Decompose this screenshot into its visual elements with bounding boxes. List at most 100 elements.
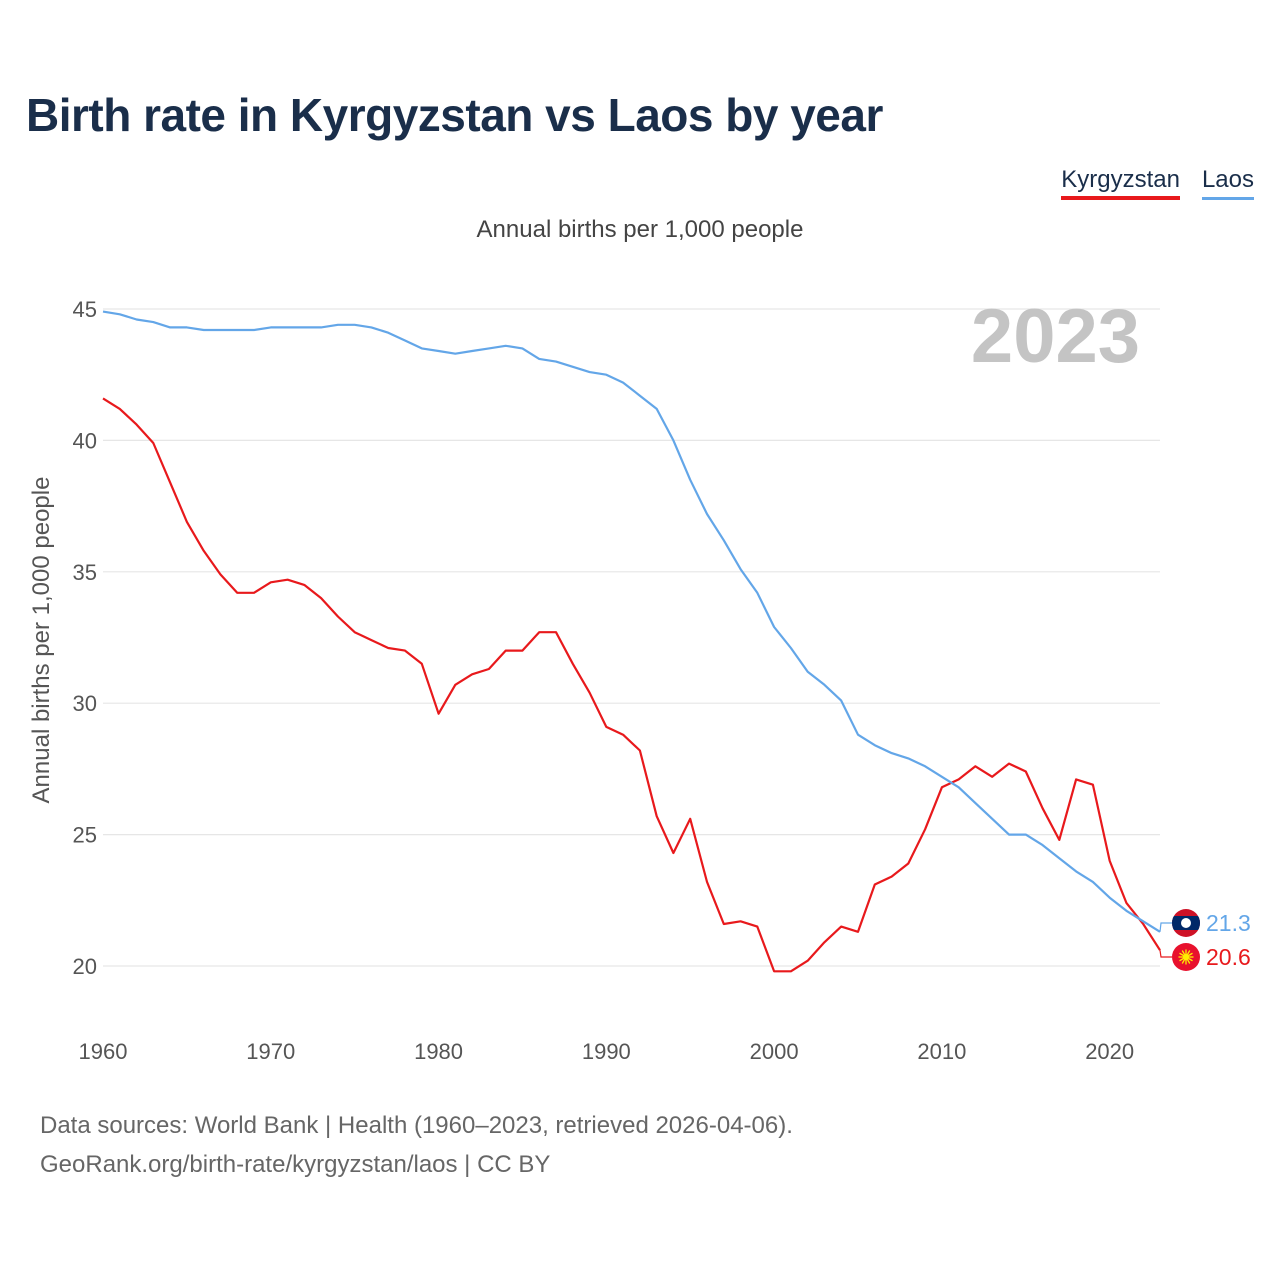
data-point-laos-2015 xyxy=(1023,832,1028,837)
data-point-laos-1980 xyxy=(436,349,441,354)
data-point-laos-1971 xyxy=(285,325,290,330)
data-point-kyrgyzstan-1983 xyxy=(486,667,491,672)
data-point-kyrgyzstan-2002 xyxy=(805,958,810,963)
data-point-kyrgyzstan-1998 xyxy=(738,919,743,924)
data-point-laos-1964 xyxy=(168,325,173,330)
kyrgyzstan-flag-ray xyxy=(1179,952,1184,957)
data-point-laos-1965 xyxy=(184,325,189,330)
data-point-laos-1978 xyxy=(403,338,408,343)
end-connector-kyrgyzstan xyxy=(1159,950,1172,958)
data-point-laos-2007 xyxy=(889,751,894,756)
series-line-kyrgyzstan xyxy=(102,397,1161,973)
data-point-laos-2004 xyxy=(839,698,844,703)
data-point-laos-2009 xyxy=(923,764,928,769)
laos-flag-disc xyxy=(1181,918,1191,928)
data-point-laos-2001 xyxy=(788,646,793,651)
data-point-kyrgyzstan-1986 xyxy=(537,630,542,635)
legend-item-kyrgyzstan[interactable]: Kyrgyzstan xyxy=(1061,166,1180,200)
data-point-laos-1976 xyxy=(369,325,374,330)
kyrgyzstan-flag-icon xyxy=(1172,943,1200,971)
source-line-2[interactable]: GeoRank.org/birth-rate/kyrgyzstan/laos |… xyxy=(40,1151,551,1178)
data-point-kyrgyzstan-1993 xyxy=(654,814,659,819)
data-point-laos-2008 xyxy=(906,756,911,761)
data-point-laos-2017 xyxy=(1057,856,1062,861)
data-point-kyrgyzstan-2011 xyxy=(956,777,961,782)
data-point-laos-2014 xyxy=(1007,832,1012,837)
data-point-laos-1967 xyxy=(218,328,223,333)
data-point-kyrgyzstan-1980 xyxy=(436,711,441,716)
data-point-kyrgyzstan-1981 xyxy=(453,682,458,687)
data-point-kyrgyzstan-2010 xyxy=(939,785,944,790)
data-point-laos-2000 xyxy=(772,624,777,629)
data-point-kyrgyzstan-2005 xyxy=(856,929,861,934)
data-point-laos-1998 xyxy=(738,567,743,572)
data-point-kyrgyzstan-2012 xyxy=(973,764,978,769)
y-tick-label-35: 35 xyxy=(73,560,97,585)
data-point-laos-1982 xyxy=(470,349,475,354)
data-point-laos-2022 xyxy=(1141,919,1146,924)
data-point-laos-1997 xyxy=(721,538,726,543)
data-point-kyrgyzstan-1965 xyxy=(184,519,189,524)
data-point-kyrgyzstan-1982 xyxy=(470,672,475,677)
data-point-kyrgyzstan-1996 xyxy=(705,879,710,884)
data-point-laos-1966 xyxy=(201,328,206,333)
data-point-kyrgyzstan-2020 xyxy=(1107,858,1112,863)
kyrgyzstan-flag-ray xyxy=(1188,952,1193,957)
data-point-kyrgyzstan-1960 xyxy=(101,396,106,401)
data-point-laos-2011 xyxy=(956,785,961,790)
gridlines xyxy=(103,308,1160,967)
data-point-laos-1975 xyxy=(352,322,357,327)
y-tick-label-30: 30 xyxy=(73,691,97,716)
data-point-laos-1985 xyxy=(520,346,525,351)
x-tick-label-2000: 2000 xyxy=(750,1039,799,1064)
legend-item-laos[interactable]: Laos xyxy=(1201,166,1254,200)
data-point-kyrgyzstan-1992 xyxy=(637,748,642,753)
data-point-kyrgyzstan-1972 xyxy=(302,582,307,587)
data-point-kyrgyzstan-2014 xyxy=(1007,761,1012,766)
data-point-laos-1993 xyxy=(654,406,659,411)
kyrgyzstan-flag-sun xyxy=(1182,953,1190,961)
data-point-kyrgyzstan-2000 xyxy=(772,969,777,974)
x-tick-label-1980: 1980 xyxy=(414,1039,463,1064)
data-point-laos-1992 xyxy=(637,393,642,398)
series-end-markers: 20.6 21.3 xyxy=(1159,909,1251,971)
data-point-kyrgyzstan-1969 xyxy=(252,590,257,595)
y-tick-label-40: 40 xyxy=(73,428,97,453)
data-point-kyrgyzstan-1990 xyxy=(604,724,609,729)
data-point-kyrgyzstan-1989 xyxy=(587,690,592,695)
data-point-kyrgyzstan-1977 xyxy=(386,646,391,651)
data-point-kyrgyzstan-2008 xyxy=(906,861,911,866)
data-point-laos-1960 xyxy=(101,309,106,314)
data-point-kyrgyzstan-1970 xyxy=(268,580,273,585)
data-point-kyrgyzstan-2001 xyxy=(788,969,793,974)
data-point-kyrgyzstan-2015 xyxy=(1023,769,1028,774)
data-point-laos-1979 xyxy=(419,346,424,351)
data-point-kyrgyzstan-1964 xyxy=(168,480,173,485)
data-point-laos-1961 xyxy=(117,312,122,317)
data-point-laos-1994 xyxy=(671,438,676,443)
line-chart: 2023 20 25 30 35 40 45 1960 1970 1980 1990 2000 20… xyxy=(73,294,1251,1064)
data-point-kyrgyzstan-1963 xyxy=(151,441,156,446)
data-point-laos-2020 xyxy=(1107,895,1112,900)
data-point-kyrgyzstan-1999 xyxy=(755,924,760,929)
x-tick-label-2020: 2020 xyxy=(1085,1039,1134,1064)
kyrgyzstan-flag-ray xyxy=(1186,950,1191,955)
data-point-kyrgyzstan-1984 xyxy=(503,648,508,653)
data-point-laos-1970 xyxy=(268,325,273,330)
data-point-kyrgyzstan-2009 xyxy=(923,827,928,832)
kyrgyzstan-flag-ray xyxy=(1181,959,1186,964)
data-point-laos-2005 xyxy=(856,732,861,737)
source-note: Data sources: World Bank | Health (1960–… xyxy=(40,1106,793,1184)
x-tick-label-1970: 1970 xyxy=(246,1039,295,1064)
y-tick-label-25: 25 xyxy=(73,823,97,848)
data-point-laos-1983 xyxy=(486,346,491,351)
data-point-kyrgyzstan-1974 xyxy=(335,614,340,619)
year-watermark: 2023 xyxy=(971,294,1140,379)
data-point-laos-1984 xyxy=(503,343,508,348)
data-point-laos-2010 xyxy=(939,774,944,779)
data-point-kyrgyzstan-1962 xyxy=(134,422,139,427)
data-point-laos-1990 xyxy=(604,372,609,377)
data-point-kyrgyzstan-1966 xyxy=(201,548,206,553)
data-point-kyrgyzstan-1975 xyxy=(352,630,357,635)
data-point-kyrgyzstan-1987 xyxy=(554,630,559,635)
